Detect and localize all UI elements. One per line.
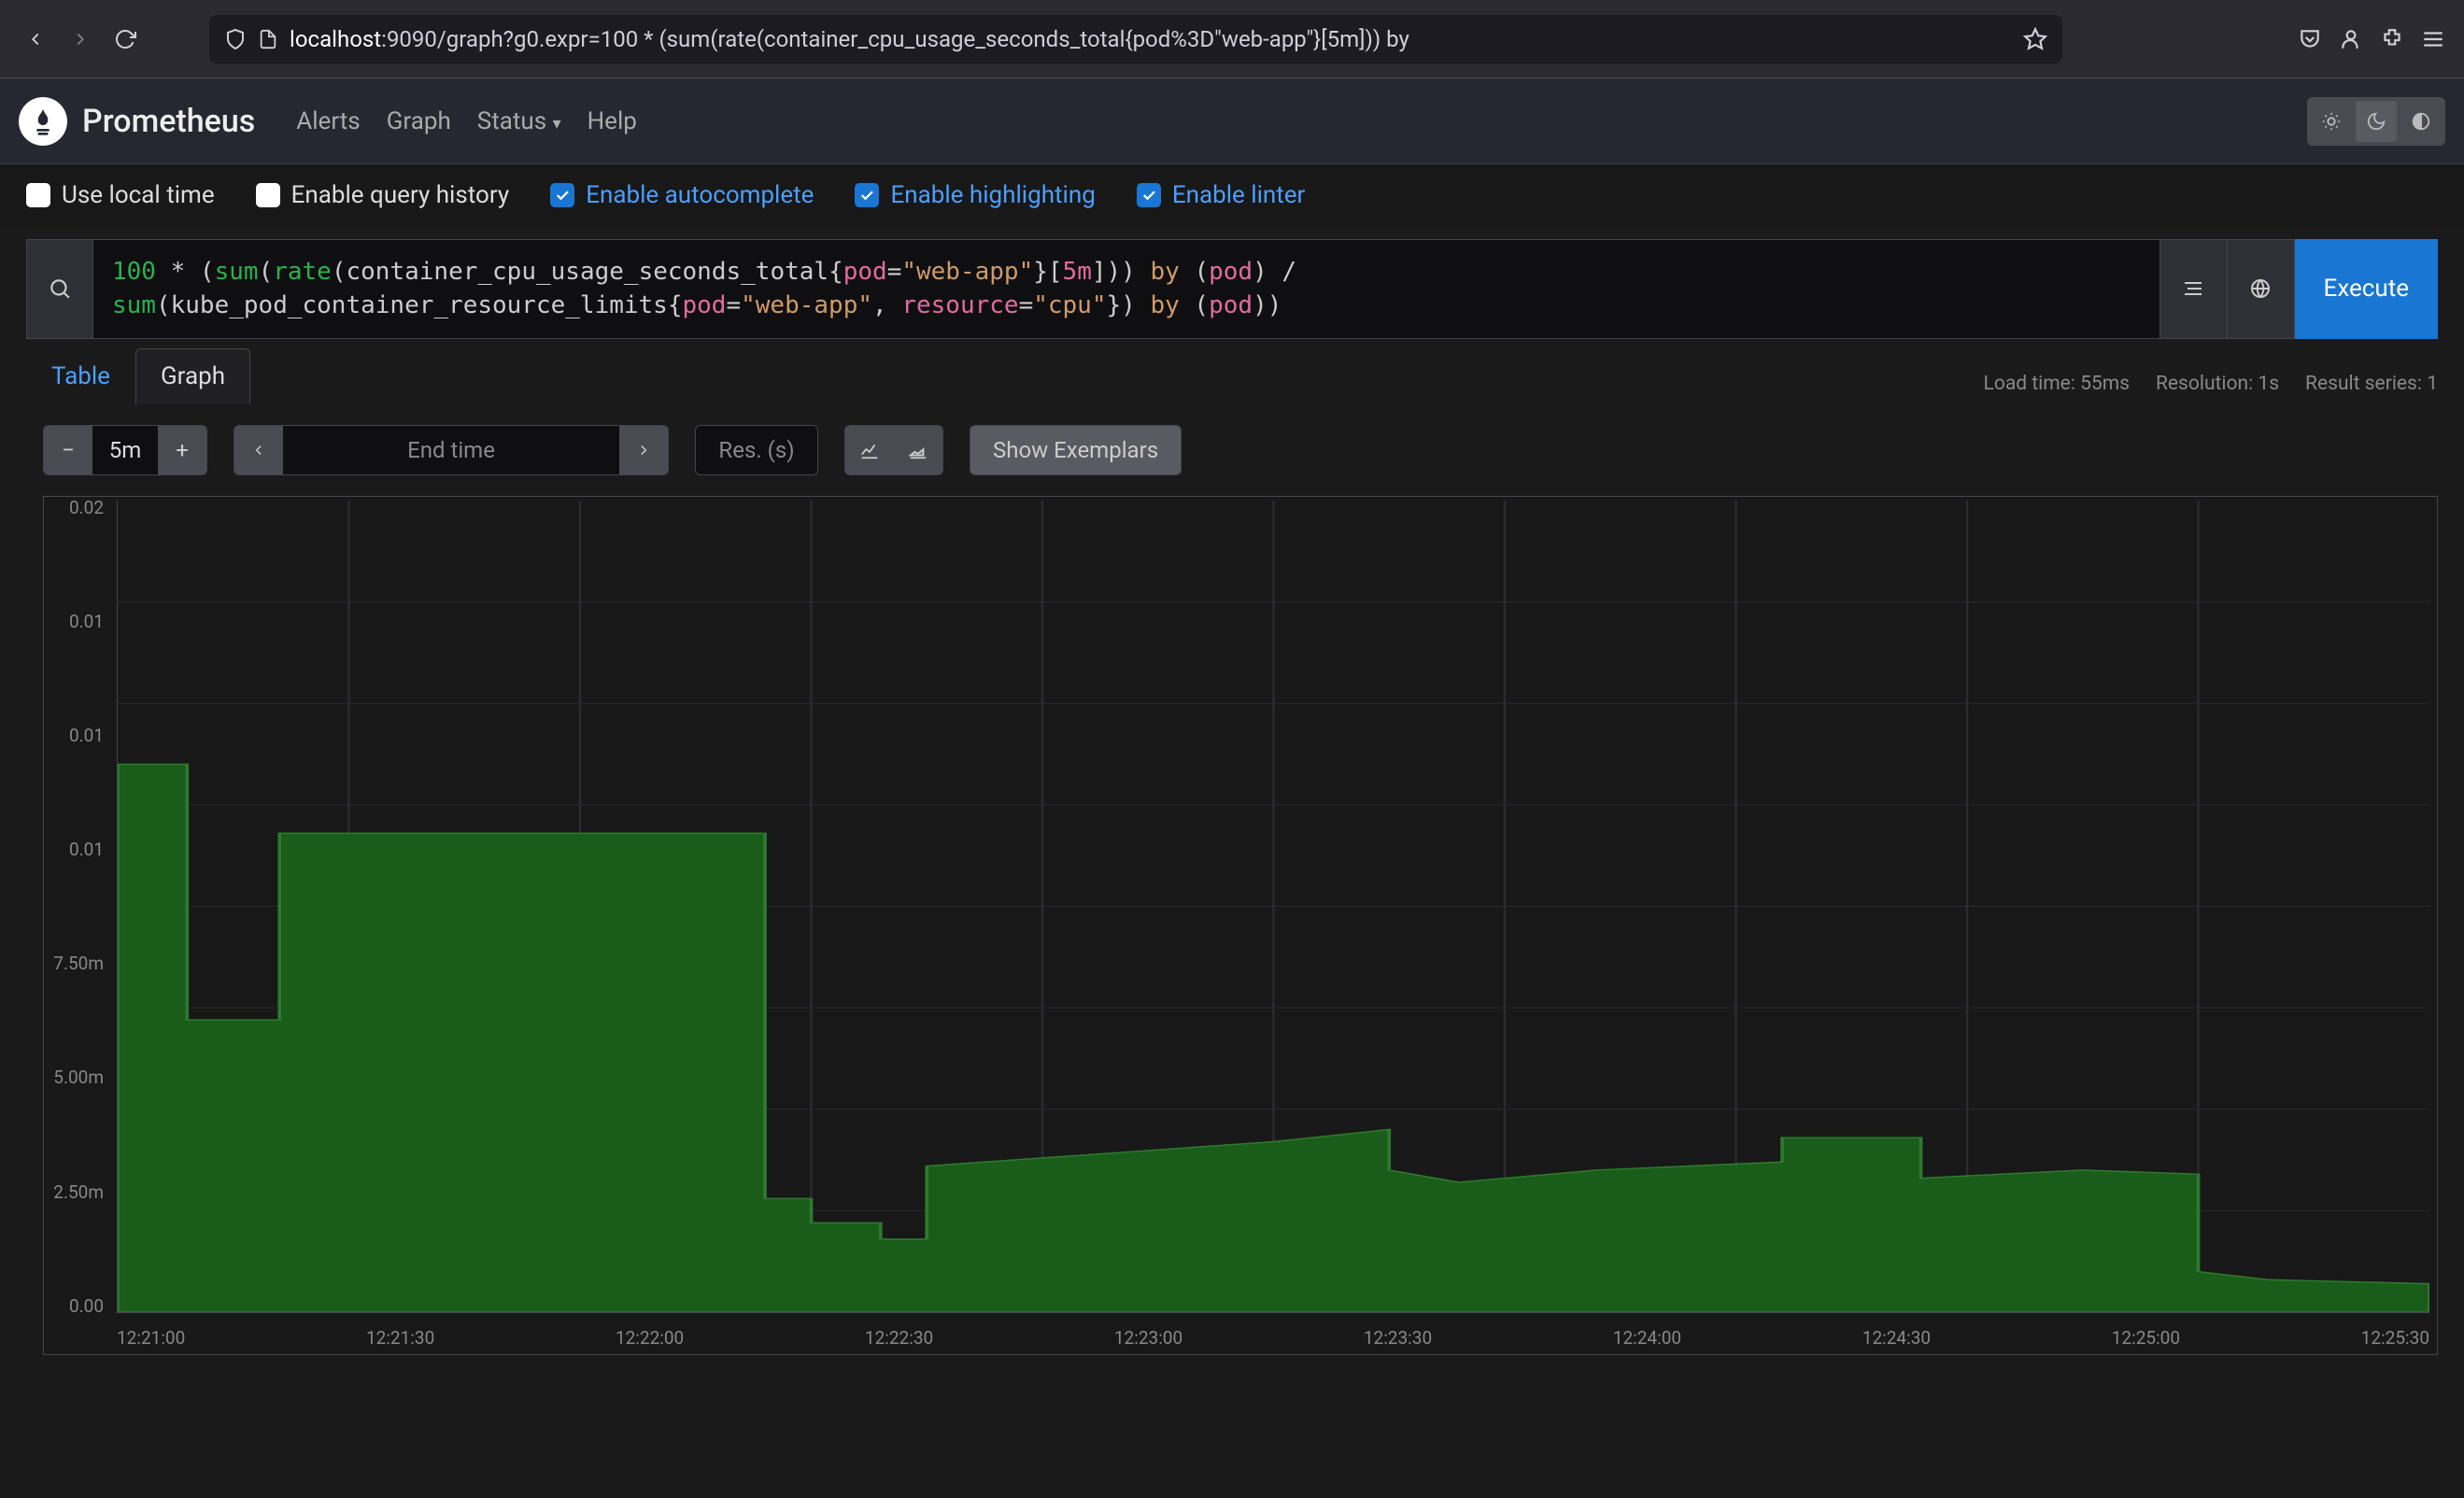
option-use-local-time[interactable]: Use local time [26,181,215,209]
prometheus-navbar: Prometheus Alerts Graph Status ▾ Help [0,78,2464,164]
option-enable-linter[interactable]: Enable linter [1137,181,1306,209]
x-tick: 12:24:00 [1613,1327,1681,1349]
y-tick: 5.00m [38,1067,104,1088]
x-axis-labels: 12:21:00 12:21:30 12:22:00 12:22:30 12:23:00… [117,1327,2429,1349]
pocket-icon[interactable] [2298,27,2322,51]
theme-toggle [2307,97,2445,146]
time-prev-button[interactable] [234,426,283,474]
reload-button[interactable] [108,22,142,56]
range-input[interactable]: 5m [92,426,158,474]
y-tick: 0.01 [38,839,104,860]
range-increase-button[interactable]: + [158,426,206,474]
option-label: Use local time [62,181,215,209]
x-tick: 12:23:00 [1114,1327,1182,1349]
result-tabs: Table Graph [26,348,250,404]
checkbox[interactable] [256,183,280,207]
forward-button[interactable] [64,22,97,56]
x-tick: 12:25:00 [2112,1327,2180,1349]
globe-button[interactable] [2228,239,2295,339]
nav-graph[interactable]: Graph [387,107,451,135]
y-tick: 0.02 [38,497,104,518]
x-tick: 12:21:00 [117,1327,185,1349]
checkbox[interactable] [855,183,879,207]
option-label: Enable autocomplete [586,181,814,209]
option-label: Enable highlighting [890,181,1095,209]
resolution-input[interactable]: Res. (s) [696,426,817,474]
star-icon[interactable] [2023,27,2047,51]
option-enable-query-history[interactable]: Enable query history [256,181,510,209]
show-exemplars-button[interactable]: Show Exemplars [970,426,1181,474]
y-tick: 7.50m [38,953,104,974]
format-button[interactable] [2160,239,2228,339]
nav-status[interactable]: Status ▾ [477,107,561,135]
query-stats: Load time: 55ms Resolution: 1s Result se… [1984,373,2438,404]
range-group: − 5m + [43,425,207,475]
tab-graph[interactable]: Graph [135,348,250,404]
x-tick: 12:23:30 [1364,1327,1432,1349]
stat-load-time: Load time: 55ms [1984,373,2130,395]
endtime-input[interactable]: End time [283,426,619,474]
x-tick: 12:25:30 [2361,1327,2429,1349]
metrics-explorer-button[interactable] [26,239,93,339]
x-tick: 12:21:30 [366,1327,434,1349]
stat-resolution: Resolution: 1s [2156,373,2279,395]
y-tick: 0.01 [38,725,104,746]
option-label: Enable linter [1172,181,1306,209]
y-tick: 0.01 [38,611,104,632]
chart-plot[interactable] [117,501,2429,1313]
y-tick: 2.50m [38,1181,104,1203]
theme-dark-button[interactable] [2356,101,2397,142]
extensions-icon[interactable] [2380,27,2404,51]
menu-icon[interactable] [2421,27,2445,51]
y-axis-labels: 0.02 0.01 0.01 0.01 7.50m 5.00m 2.50m 0.00 [40,497,106,1317]
expression-input[interactable]: 100 * (sum(rate(container_cpu_usage_seco… [93,239,2160,339]
address-text: localhost:9090/graph?g0.expr=100 * (sum(… [290,26,2012,52]
y-tick: 0.00 [38,1295,104,1317]
option-enable-autocomplete[interactable]: Enable autocomplete [550,181,814,209]
prometheus-logo[interactable] [19,97,67,146]
file-icon [258,29,278,49]
x-tick: 12:22:30 [865,1327,933,1349]
line-chart-button[interactable] [845,426,894,474]
app-title[interactable]: Prometheus [82,103,255,140]
option-label: Enable query history [291,181,510,209]
x-tick: 12:24:30 [1862,1327,1931,1349]
theme-auto-button[interactable] [2400,101,2442,142]
graph-controls: − 5m + End time Res. (s) Show Exemplars [43,425,2438,475]
shield-icon [224,28,247,50]
query-row: 100 * (sum(rate(container_cpu_usage_seco… [26,239,2438,339]
checkbox[interactable] [1137,183,1161,207]
browser-toolbar: localhost:9090/graph?g0.expr=100 * (sum(… [0,0,2464,78]
nav-alerts[interactable]: Alerts [296,107,360,135]
tab-table[interactable]: Table [26,348,135,404]
theme-light-button[interactable] [2311,101,2352,142]
stacked-chart-button[interactable] [894,426,942,474]
address-bar[interactable]: localhost:9090/graph?g0.expr=100 * (sum(… [209,15,2062,64]
nav-help[interactable]: Help [588,107,637,135]
time-next-button[interactable] [619,426,668,474]
account-icon[interactable] [2339,27,2363,51]
checkbox[interactable] [550,183,574,207]
range-decrease-button[interactable]: − [44,426,92,474]
option-enable-highlighting[interactable]: Enable highlighting [855,181,1095,209]
stat-series: Result series: 1 [2305,373,2438,395]
x-tick: 12:22:00 [616,1327,684,1349]
execute-button[interactable]: Execute [2295,239,2438,339]
back-button[interactable] [19,22,52,56]
query-options-row: Use local time Enable query history Enable… [0,164,2464,226]
chart-type-group [844,425,943,475]
chart-panel: 0.02 0.01 0.01 0.01 7.50m 5.00m 2.50m 0.00 12:2… [43,496,2438,1355]
endtime-group: End time [234,425,669,475]
checkbox[interactable] [26,183,50,207]
